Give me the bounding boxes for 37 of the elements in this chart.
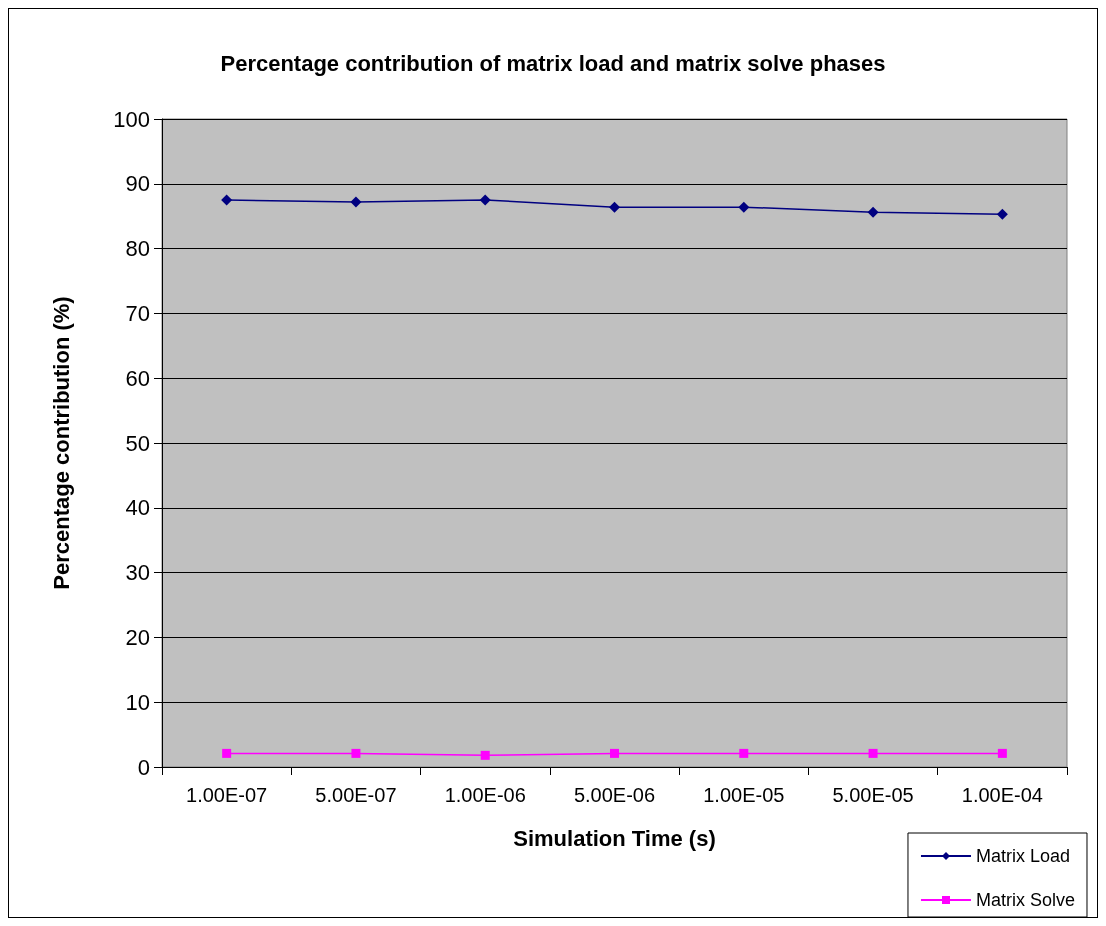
y-tick-label: 40 [125, 495, 150, 521]
point [868, 748, 878, 758]
point [479, 194, 491, 206]
x-axis-title: Simulation Time (s) [513, 825, 716, 851]
point [480, 750, 490, 760]
y-tick-label: 100 [113, 106, 150, 132]
y-tick-label: 60 [125, 365, 150, 391]
x-tick-label: 5.00E-06 [573, 784, 656, 806]
x-tick-label: 5.00E-05 [832, 784, 914, 806]
legend-label: Matrix Solve [975, 890, 1075, 910]
point [738, 201, 750, 213]
point [609, 201, 620, 213]
point [222, 748, 232, 758]
x-tick-label: 1.00E-07 [186, 784, 268, 806]
point [739, 748, 749, 758]
y-axis-title: Percentage contribution (%) [48, 296, 74, 590]
y-tick-label: 10 [125, 689, 150, 715]
y-tick-label: 0 [137, 754, 150, 780]
y-tick-label: 90 [125, 171, 150, 197]
legend-label: Matrix Load [975, 846, 1071, 866]
y-tick-label: 20 [125, 624, 150, 650]
x-tick-label: 1.00E-06 [444, 784, 526, 806]
point [996, 208, 1008, 220]
x-tick-label: 5.00E-07 [315, 784, 397, 806]
point [351, 748, 361, 758]
point [350, 196, 362, 208]
y-tick-label: 80 [125, 236, 150, 262]
point [221, 194, 233, 206]
point [867, 206, 879, 218]
point [997, 748, 1007, 758]
point [610, 748, 619, 758]
y-tick-label: 70 [125, 300, 150, 326]
y-tick-label: 30 [125, 560, 150, 586]
x-tick-label: 1.00E-04 [961, 784, 1043, 806]
y-tick-label: 50 [125, 430, 150, 456]
chart-title: Percentage contribution of matrix load and matrix solve phases [220, 50, 886, 76]
x-tick-label: 1.00E-05 [703, 784, 785, 806]
